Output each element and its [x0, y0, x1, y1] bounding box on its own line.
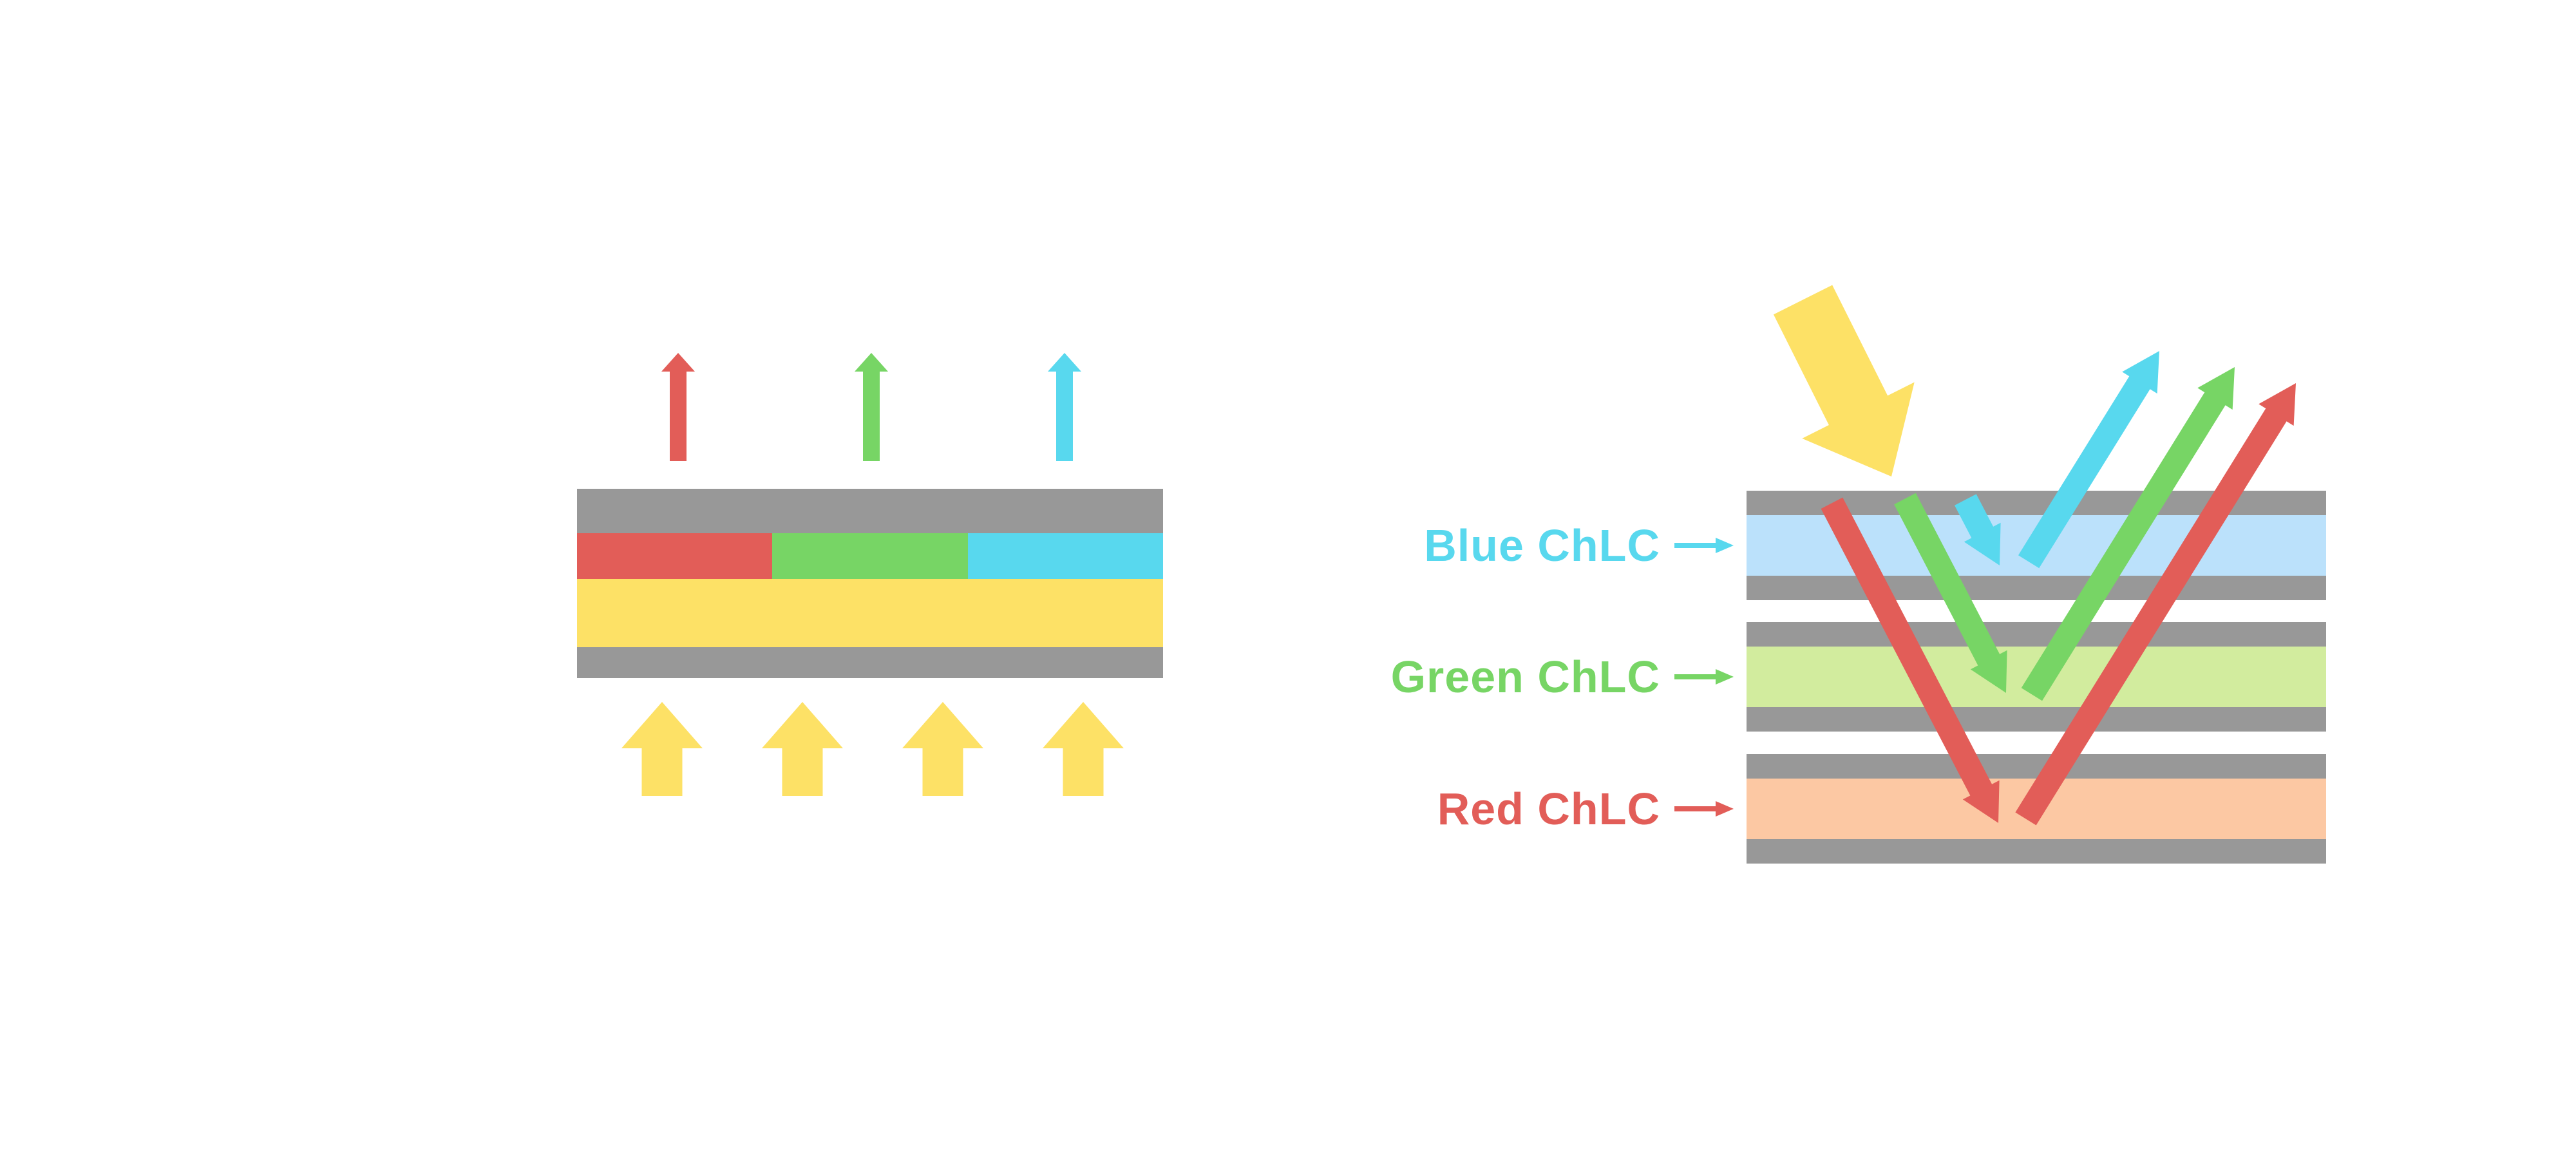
backlight-arrow-3: [902, 702, 983, 796]
cyan-reflected-arrow: [2018, 351, 2159, 569]
green-panel-top-substrate: [1747, 622, 2326, 647]
red-emitted-light-arrow: [661, 353, 695, 461]
blue-label-pointer-icon: [1674, 538, 1734, 553]
blue-chlc-label: Blue ChLC: [1424, 520, 1660, 571]
cyan-ray-down-arrow: [1955, 494, 2001, 565]
incident-light-arrow: [1773, 285, 1915, 477]
backlight-arrow-2: [762, 702, 843, 796]
green-panel-bottom-substrate: [1747, 707, 2326, 732]
left-stack-top-substrate: [577, 489, 1163, 533]
red-ray-down-arrow: [1821, 497, 2000, 823]
blue-panel-bottom-substrate: [1747, 576, 2326, 600]
red-label-pointer-icon: [1674, 801, 1734, 817]
red-reflected-arrow: [2015, 383, 2296, 826]
green-reflected-arrow: [2021, 367, 2235, 701]
backlight-arrow-4: [1043, 702, 1124, 796]
red-chlc-label-row: Red ChLC: [1437, 783, 1734, 835]
backlight-arrow-1: [621, 702, 703, 796]
green-chlc-label: Green ChLC: [1390, 652, 1660, 702]
backlight-layer: [577, 579, 1163, 647]
red-filter-segment: [577, 533, 772, 579]
green-chlc-label-row: Green ChLC: [1391, 651, 1734, 703]
chlc-stack-diagram: [1747, 285, 2326, 864]
cyan-emitted-light-arrow: [1048, 353, 1081, 461]
backlit-display-diagram: [577, 353, 1163, 796]
blue-chlc-label-row: Blue ChLC: [1424, 520, 1734, 571]
green-label-pointer-icon: [1674, 669, 1734, 685]
green-ray-down-arrow: [1894, 493, 2007, 693]
green-emitted-light-arrow: [855, 353, 888, 461]
red-panel-bottom-substrate: [1747, 839, 2326, 864]
red-chlc-label: Red ChLC: [1437, 784, 1660, 834]
green-filter-segment: [772, 533, 968, 579]
left-stack-bottom-substrate: [577, 647, 1163, 678]
red-panel-top-substrate: [1747, 754, 2326, 779]
cyan-filter-segment: [968, 533, 1163, 579]
